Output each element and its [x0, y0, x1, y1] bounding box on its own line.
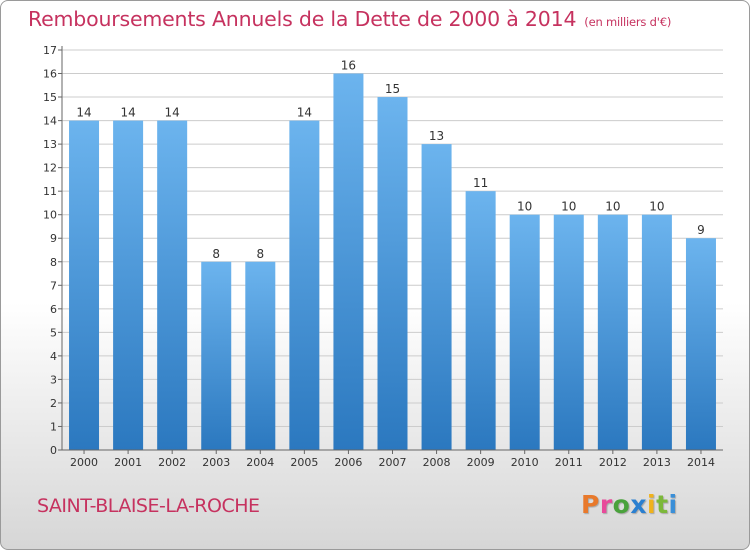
x-tick-label: 2002 — [158, 456, 186, 469]
y-tick-label: 6 — [50, 303, 57, 316]
y-tick-label: 15 — [43, 91, 57, 104]
data-label: 13 — [429, 129, 444, 143]
x-tick-label: 2011 — [555, 456, 583, 469]
y-tick-label: 13 — [43, 138, 57, 151]
x-tick-label: 2006 — [334, 456, 362, 469]
y-tick-label: 2 — [50, 397, 57, 410]
labels: 0123456789101112131415161714200014200114… — [43, 44, 715, 469]
data-label: 8 — [256, 247, 264, 261]
bar — [641, 214, 672, 450]
y-tick-label: 1 — [50, 420, 57, 433]
bar — [509, 214, 540, 450]
y-tick-label: 14 — [43, 115, 57, 128]
x-tick-label: 2000 — [70, 456, 98, 469]
logo-letter: x — [630, 490, 647, 519]
data-label: 8 — [212, 247, 220, 261]
x-tick-label: 2004 — [246, 456, 274, 469]
x-tick-label: 2009 — [467, 456, 495, 469]
bar — [69, 120, 100, 451]
bar — [245, 261, 276, 450]
x-tick-label: 2001 — [114, 456, 142, 469]
bar — [597, 214, 628, 450]
title-text: Remboursements Annuels de la Dette de 20… — [28, 7, 577, 31]
data-label: 10 — [517, 200, 532, 214]
commune-name: SAINT-BLAISE-LA-ROCHE — [37, 495, 260, 517]
bar — [201, 261, 232, 450]
y-tick-label: 0 — [50, 444, 57, 457]
y-tick-label: 5 — [50, 326, 57, 339]
x-tick-label: 2013 — [643, 456, 671, 469]
bar — [553, 214, 584, 450]
bar — [289, 120, 320, 451]
x-tick-label: 2014 — [687, 456, 715, 469]
y-tick-label: 8 — [50, 256, 57, 269]
y-tick-label: 9 — [50, 232, 57, 245]
axes — [58, 46, 723, 454]
x-tick-label: 2010 — [511, 456, 539, 469]
data-label: 14 — [76, 106, 91, 120]
y-tick-label: 11 — [43, 185, 57, 198]
x-tick-label: 2008 — [423, 456, 451, 469]
data-label: 14 — [165, 106, 180, 120]
x-tick-label: 2012 — [599, 456, 627, 469]
data-label: 11 — [473, 176, 488, 190]
bar — [113, 120, 144, 451]
x-tick-label: 2005 — [290, 456, 318, 469]
bar — [333, 73, 364, 450]
bar — [377, 97, 408, 450]
y-tick-label: 4 — [50, 350, 57, 363]
y-tick-label: 7 — [50, 279, 57, 292]
logo-letter: t — [656, 490, 669, 519]
data-label: 16 — [341, 59, 356, 73]
data-label: 14 — [120, 106, 135, 120]
data-label: 10 — [561, 200, 576, 214]
data-label: 14 — [297, 106, 312, 120]
data-label: 9 — [697, 223, 705, 237]
y-tick-label: 17 — [43, 44, 57, 57]
logo-letter: i — [647, 490, 657, 519]
data-label: 15 — [385, 82, 400, 96]
bars — [69, 73, 716, 451]
data-label: 10 — [649, 200, 664, 214]
x-tick-label: 2007 — [379, 456, 407, 469]
y-tick-label: 10 — [43, 209, 57, 222]
x-tick-label: 2003 — [202, 456, 230, 469]
y-tick-label: 16 — [43, 68, 57, 81]
logo-letter: i — [668, 490, 678, 519]
data-label: 10 — [605, 200, 620, 214]
logo-letter: P — [581, 490, 600, 519]
y-tick-label: 12 — [43, 162, 57, 175]
bar — [465, 191, 496, 451]
logo-letter: r — [599, 490, 613, 519]
unit-label: (en milliers d'€) — [584, 15, 672, 29]
proxiti-logo: Proxiti — [581, 490, 678, 519]
chart-title: Remboursements Annuels de la Dette de 20… — [28, 7, 671, 31]
bar — [421, 144, 452, 450]
bar — [685, 238, 716, 450]
y-tick-label: 3 — [50, 373, 57, 386]
logo-letter: o — [612, 490, 631, 519]
bar — [157, 120, 188, 451]
